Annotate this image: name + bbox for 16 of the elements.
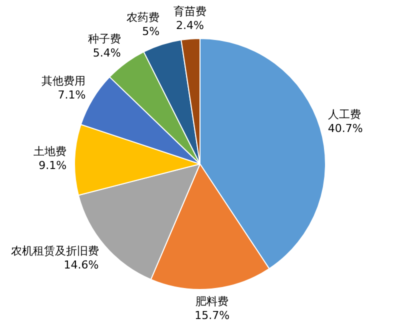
data-label: 14.6% [64,258,99,272]
data-label: 5% [142,25,160,38]
data-label: 5.4% [92,46,121,60]
slice-label: 肥料费 [196,294,229,308]
slice-label: 农药费 [126,11,160,24]
data-label: 15.7% [194,308,230,322]
slice-label: 农机租赁及折旧费 [10,244,99,258]
data-label: 7.1% [58,88,86,102]
data-label: 2.4% [176,18,204,32]
slice-label: 其他费用 [42,74,86,88]
slice-label: 土地费 [34,144,67,158]
slice-label: 种子费 [88,32,121,46]
slice-label: 人工费 [328,108,361,121]
slice-label: 育苗费 [173,4,206,18]
data-label: 9.1% [38,158,67,172]
data-label: 40.7% [328,122,363,135]
